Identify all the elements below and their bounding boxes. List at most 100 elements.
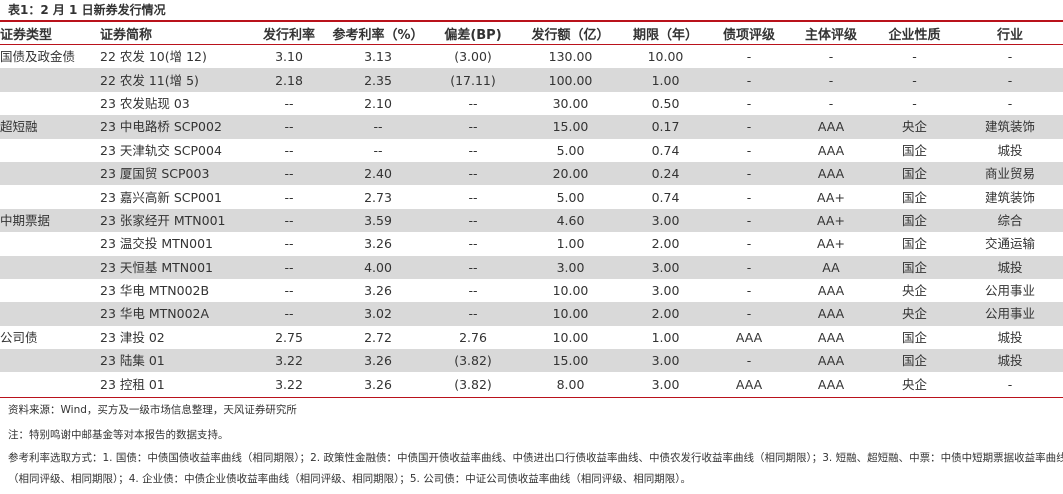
cell-deviation: -- — [428, 115, 518, 139]
cell-security-type — [0, 68, 100, 92]
cell-bond-rating: - — [746, 49, 752, 65]
cell-security-type — [0, 349, 100, 373]
cell-industry: 公用事业 — [984, 283, 1035, 299]
cell-bond-rating: - — [746, 236, 752, 252]
cell-security-type: 国债及政金债 — [0, 49, 76, 65]
cell-security-type — [0, 232, 100, 255]
cell-security-name: 23 津投 02 — [100, 329, 165, 345]
cell-term: 3.00 — [651, 376, 680, 392]
header-issuer-rating: 主体评级 — [790, 22, 872, 45]
cell-deviation: -- — [468, 189, 478, 205]
cell-reference-rate: 3.59 — [328, 208, 428, 233]
cell-issue-rate: -- — [284, 142, 294, 158]
thanks-note: 注：特别鸣谢中邮基金等对本报告的数据支持。 — [8, 429, 229, 441]
table-top-rule — [0, 20, 1063, 22]
cell-issue-rate: -- — [284, 189, 294, 205]
cell-bond-rating: - — [708, 161, 790, 186]
cell-issuer-rating: AAA — [817, 283, 845, 299]
cell-bond-rating: - — [708, 68, 790, 92]
table-header-row: 证券类型 证券简称 发行利率 参考利率（%） 偏差(BP) 发行额（亿） 期限（… — [0, 22, 1063, 45]
table-row: 公司债 23 津投 02 2.75 2.72 2.76 10.00 1.00 AAA AAA 国企… — [0, 326, 1063, 349]
cell-bond-rating: AAA — [735, 329, 763, 345]
cell-issuer-rating: AAA — [790, 115, 872, 139]
cell-term: 3.00 — [623, 349, 708, 373]
table-row: 23 农发贴现 03 -- 2.10 -- 30.00 0.50- - - - — [0, 92, 1063, 115]
table-row: 23 天津轨交 SCP004 -- -- -- 5.00 0.74 - AAA 国企 城投 — [0, 139, 1063, 162]
cell-term: 0.74 — [651, 189, 680, 205]
cell-enterprise-nature: 国企 — [901, 142, 927, 158]
cell-security-type — [0, 302, 100, 326]
cell-enterprise-nature: - — [912, 49, 917, 65]
cell-issue-rate: -- — [250, 208, 328, 233]
cell-enterprise-nature: 国企 — [901, 329, 927, 345]
cell-issue-rate: 3.22 — [275, 376, 303, 392]
cell-deviation: -- — [468, 142, 478, 158]
reference-method-note: 参考利率选取方式：1. 国债：中债国债收益率曲线（相同期限）；2. 政策性金融债… — [8, 452, 1063, 464]
cell-term: 0.17 — [623, 115, 708, 139]
cell-issue-amount: 5.00 — [556, 189, 585, 205]
cell-bond-rating: - — [746, 283, 752, 299]
cell-industry: 城投 — [997, 142, 1023, 158]
cell-issue-amount: 100.00 — [518, 68, 623, 92]
header-term: 期限（年） — [623, 22, 708, 45]
cell-security-name: 23 张家经开 MTN001 — [100, 208, 250, 233]
cell-issue-amount: 10.00 — [552, 329, 589, 345]
cell-issue-amount: 4.60 — [518, 208, 623, 233]
cell-enterprise-nature: 国企 — [872, 255, 957, 279]
cell-enterprise-nature: - — [872, 68, 957, 92]
cell-deviation: -- — [428, 255, 518, 279]
cell-bond-rating: - — [708, 349, 790, 373]
header-security-type: 证券类型 — [0, 22, 100, 45]
cell-issuer-rating: AA — [790, 255, 872, 279]
cell-security-type — [0, 161, 100, 186]
cell-deviation: (3.00) — [454, 49, 492, 65]
table-row: 超短融 23 中电路桥 SCP002 -- -- -- 15.00 0.17- AAA 央企 建筑… — [0, 115, 1063, 139]
cell-issue-amount: 15.00 — [518, 349, 623, 373]
cell-issuer-rating: AAA — [790, 349, 872, 373]
source-note: 资料来源：Wind，买方及一级市场信息整理，天风证券研究所 — [8, 404, 297, 416]
cell-security-name: 23 陆集 01 — [100, 349, 250, 373]
table-row: 22 农发 11(增 5) 2.18 2.35 (17.11) 100.00 1.00- -… — [0, 68, 1063, 92]
cell-bond-rating: - — [708, 302, 790, 326]
table-row: 国债及政金债 22 农发 10(增 12) 3.10 3.13 (3.00) 130.00… — [0, 45, 1063, 69]
cell-reference-rate: -- — [328, 115, 428, 139]
cell-reference-rate: 3.13 — [364, 49, 392, 65]
cell-enterprise-nature: 央企 — [901, 376, 927, 392]
cell-security-name: 23 控租 01 — [100, 376, 165, 392]
cell-security-type: 超短融 — [0, 115, 100, 139]
header-bond-rating: 债项评级 — [708, 22, 790, 45]
cell-issuer-rating: AAA — [790, 302, 872, 326]
cell-issue-rate: -- — [250, 161, 328, 186]
table-row: 23 嘉兴高新 SCP001 -- 2.73 -- 5.00 0.74 - AA+ 国企 建筑装饰 — [0, 185, 1063, 208]
table-row: 23 陆集 01 3.22 3.26 (3.82) 15.00 3.00- AAA 国企 城投 — [0, 349, 1063, 373]
cell-security-name: 23 嘉兴高新 SCP001 — [100, 189, 222, 205]
cell-industry: 公用事业 — [957, 302, 1063, 326]
cell-reference-rate: 2.40 — [328, 161, 428, 186]
table-bottom-rule — [0, 397, 1063, 398]
cell-security-name: 23 天恒基 MTN001 — [100, 255, 250, 279]
cell-issue-amount: 20.00 — [518, 161, 623, 186]
cell-security-name: 22 农发 11(增 5) — [100, 68, 250, 92]
cell-enterprise-nature: 国企 — [901, 236, 927, 252]
cell-security-name: 23 华电 MTN002B — [100, 283, 210, 299]
cell-issue-amount: 10.00 — [552, 283, 589, 299]
cell-deviation: -- — [468, 95, 478, 111]
cell-deviation: (3.82) — [428, 349, 518, 373]
table-title: 表1：2 月 1 日新券发行情况 — [8, 3, 166, 17]
cell-bond-rating: - — [746, 189, 752, 205]
table-row: 23 控租 01 3.22 3.26 (3.82) 8.00 3.00 AAA AAA 央企 - — [0, 372, 1063, 395]
cell-enterprise-nature: 央企 — [872, 302, 957, 326]
cell-issuer-rating: - — [828, 49, 834, 65]
cell-issue-rate: -- — [284, 236, 294, 252]
cell-industry: 交通运输 — [984, 236, 1035, 252]
cell-reference-rate: 3.26 — [364, 376, 392, 392]
cell-security-type — [0, 279, 100, 302]
cell-enterprise-nature: 国企 — [872, 208, 957, 233]
cell-security-type — [0, 372, 100, 395]
cell-issue-rate: -- — [250, 302, 328, 326]
cell-enterprise-nature: 央企 — [901, 283, 927, 299]
cell-security-name: 23 中电路桥 SCP002 — [100, 115, 250, 139]
cell-reference-rate: 3.02 — [328, 302, 428, 326]
cell-issuer-rating: AAA — [817, 142, 845, 158]
cell-reference-rate: 2.35 — [328, 68, 428, 92]
